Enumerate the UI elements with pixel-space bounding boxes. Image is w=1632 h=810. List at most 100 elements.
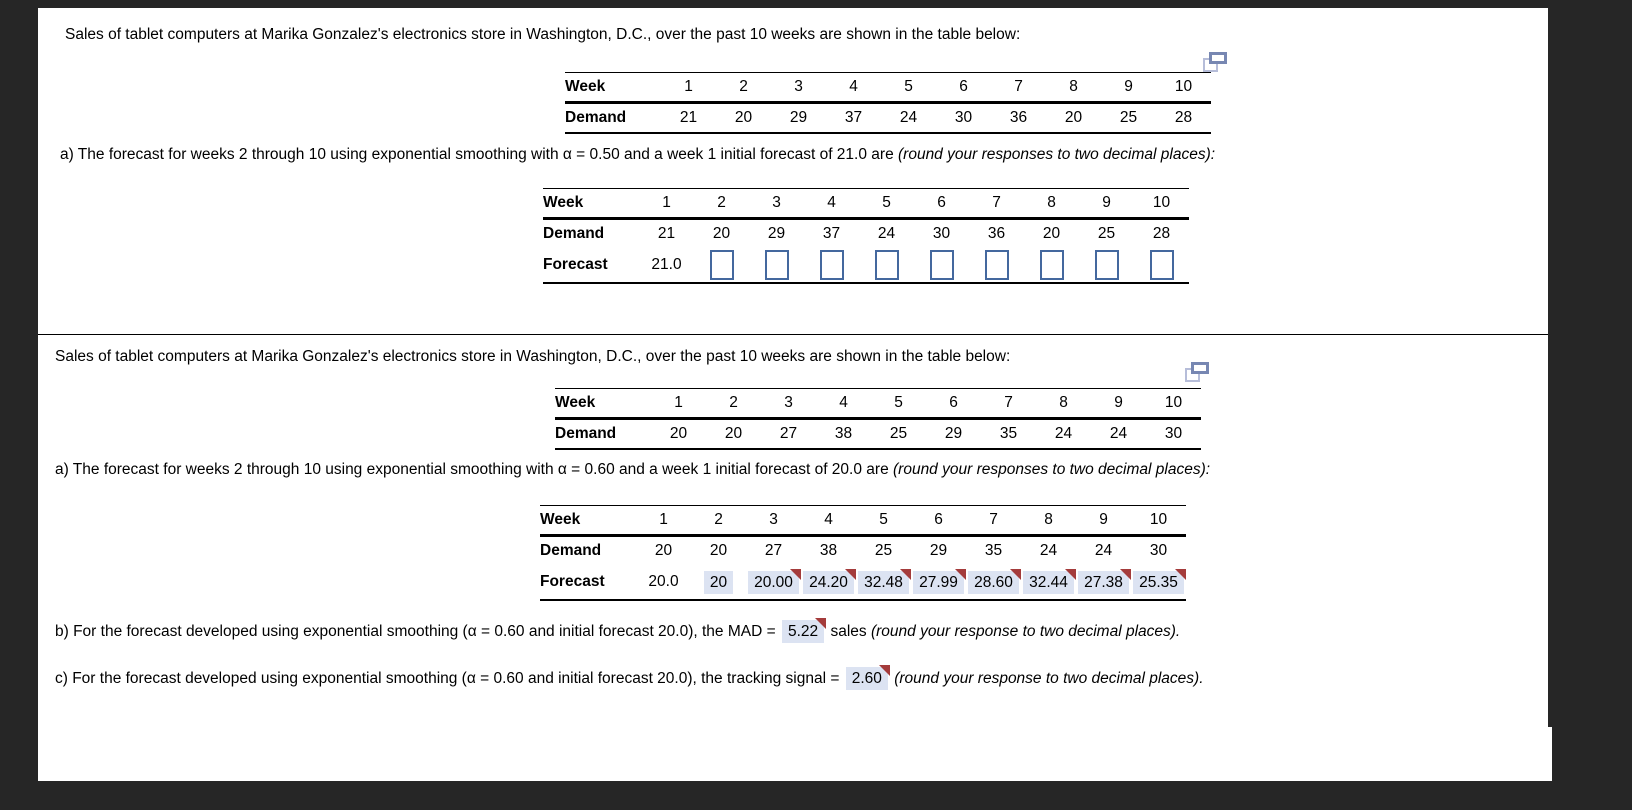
week-cell: 10	[1131, 505, 1186, 537]
forecast-input-week-2[interactable]	[709, 250, 734, 280]
part-b-unit: sales	[826, 623, 871, 640]
answer-value: 28.60	[974, 573, 1013, 591]
initial-forecast-cell: 21.0	[651, 256, 682, 273]
week-cell: 6	[936, 72, 991, 104]
forecast-cell	[694, 248, 749, 283]
forecast-answer-week-7[interactable]: 28.60	[968, 568, 1021, 594]
question-panel: Sales of tablet computers at Marika Gonz…	[38, 8, 1552, 781]
incorrect-flag-icon	[789, 568, 801, 580]
demand-cell: 20	[724, 425, 743, 442]
forecast-answer-week-9[interactable]: 27.38	[1078, 568, 1131, 594]
forecast-answer-week-10[interactable]: 25.35	[1133, 568, 1186, 594]
table-row: Demand 20 20 27 38 25 29 35 24 24 30	[540, 536, 1186, 566]
week-cell: 1	[651, 388, 706, 420]
tracking-signal-answer-box[interactable]: 2.60	[845, 665, 890, 690]
demand-cell: 29	[944, 425, 963, 442]
initial-forecast-cell: 20.0	[648, 573, 679, 590]
answer-value: 24.20	[809, 573, 848, 591]
week-cell: 5	[856, 505, 911, 537]
forecast-answer-week-8[interactable]: 32.44	[1023, 568, 1076, 594]
week-cell: 9	[1101, 72, 1156, 104]
forecast-cell	[1079, 248, 1134, 283]
week-cell: 6	[911, 505, 966, 537]
section-divider	[38, 334, 1548, 335]
week-cell: 4	[826, 72, 881, 104]
answer-value: 27.38	[1084, 573, 1123, 591]
demand-row-label: Demand	[543, 225, 605, 242]
week-cell: 7	[969, 188, 1024, 220]
answer-value: 2.60	[851, 670, 882, 687]
forecast-input-week-6[interactable]	[929, 250, 954, 280]
panel-edge-step	[1548, 727, 1552, 781]
forecast-input-week-10[interactable]	[1149, 250, 1174, 280]
demand-row-label: Demand	[555, 425, 617, 442]
demand-cell: 20	[654, 542, 673, 559]
demand-cell: 35	[999, 425, 1018, 442]
incorrect-flag-icon	[1064, 568, 1076, 580]
week-row-label: Week	[565, 72, 661, 104]
forecast-cell: 27.38	[1076, 565, 1131, 600]
demand-cell: 20	[1064, 109, 1083, 126]
week-cell: 3	[749, 188, 804, 220]
demand-cell: 20	[709, 542, 728, 559]
demand-cell: 24	[1054, 425, 1073, 442]
answer-value: 25.35	[1139, 573, 1178, 591]
week-cell: 3	[771, 72, 826, 104]
popout-icon-front-window	[1209, 52, 1227, 64]
forecast-input-week-7[interactable]	[984, 250, 1009, 280]
demand-cell: 25	[889, 425, 908, 442]
demand-cell: 36	[987, 225, 1006, 242]
forecast-cell: 32.48	[856, 565, 911, 600]
week-cell: 2	[694, 188, 749, 220]
table-row: Week 1 2 3 4 5 6 7 8 9 10	[543, 188, 1189, 220]
incorrect-flag-icon	[1174, 568, 1186, 580]
demand-row-label: Demand	[565, 109, 627, 126]
forecast-answer-week-3[interactable]: 20.00	[748, 568, 801, 594]
forecast-input-week-5[interactable]	[874, 250, 899, 280]
forecast-cell	[1134, 248, 1189, 283]
forecast-row-label: Forecast	[540, 573, 605, 590]
incorrect-flag-icon	[844, 568, 856, 580]
week-cell: 10	[1156, 72, 1211, 104]
forecast-input-week-4[interactable]	[819, 250, 844, 280]
forecast-cell: 20	[691, 565, 746, 600]
demand-cell: 25	[1097, 225, 1116, 242]
forecast-input-week-9[interactable]	[1094, 250, 1119, 280]
mad-answer-box[interactable]: 5.22	[781, 618, 827, 643]
week-row-label: Week	[540, 505, 636, 537]
forecast-cell: 25.35	[1131, 565, 1186, 600]
week-cell: 7	[991, 72, 1046, 104]
forecast-answer-week-4[interactable]: 24.20	[803, 568, 856, 594]
demand-cell: 20	[734, 109, 753, 126]
table-row: Demand 21 20 29 37 24 30 36 20 25 28	[543, 219, 1189, 249]
answer-value: 5.22	[787, 623, 819, 640]
week-cell: 9	[1079, 188, 1134, 220]
week-cell: 9	[1091, 388, 1146, 420]
demand-cell: 30	[954, 109, 973, 126]
popout-icon[interactable]	[1203, 52, 1227, 72]
week-row-label: Week	[555, 388, 651, 420]
answer-value: 32.48	[864, 573, 903, 591]
forecast-cell: 20.00	[746, 565, 801, 600]
table-row: Week 1 2 3 4 5 6 7 8 9 10	[555, 388, 1201, 420]
forecast-table-1: Week 1 2 3 4 5 6 7 8 9 10 Demand 21 20 2…	[543, 188, 1189, 284]
demand-cell: 21	[657, 225, 676, 242]
forecast-answer-week-5[interactable]: 32.48	[858, 568, 911, 594]
answer-value: 32.44	[1029, 573, 1068, 591]
incorrect-flag-icon	[1009, 568, 1021, 580]
part-b-question: b) For the forecast developed using expo…	[55, 618, 1180, 643]
demand-cell: 25	[874, 542, 893, 559]
forecast-answer-week-6[interactable]: 27.99	[913, 568, 966, 594]
demand-cell: 30	[1149, 542, 1168, 559]
week-cell: 8	[1036, 388, 1091, 420]
table-row: Demand 21 20 29 37 24 30 36 20 25 28	[565, 103, 1211, 134]
week-cell: 3	[761, 388, 816, 420]
table-row: Week 1 2 3 4 5 6 7 8 9 10	[565, 72, 1211, 104]
popout-icon[interactable]	[1185, 362, 1209, 382]
forecast-answer-week-2[interactable]: 20	[703, 570, 734, 594]
week-cell: 8	[1021, 505, 1076, 537]
forecast-input-week-8[interactable]	[1039, 250, 1064, 280]
forecast-input-week-3[interactable]	[764, 250, 789, 280]
forecast-cell: 32.44	[1021, 565, 1076, 600]
incorrect-flag-icon	[899, 568, 911, 580]
